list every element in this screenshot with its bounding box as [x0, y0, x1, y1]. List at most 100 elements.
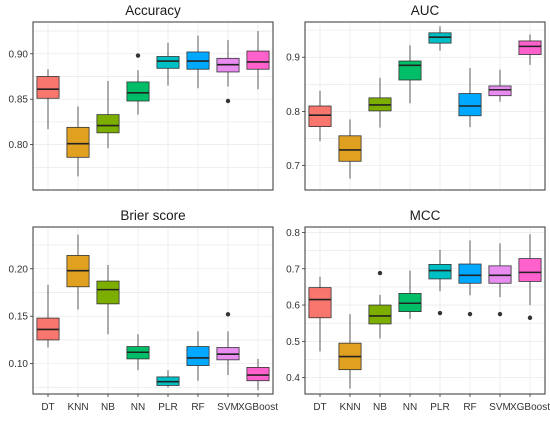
- x-tick-label: DT: [41, 402, 54, 413]
- panel-mcc: MCC 0.4 0.5 0.6 0.7 0.8 DT KNN NB NN PLR RF SVM XGBoo…: [286, 208, 550, 413]
- box-iqr: [186, 346, 210, 366]
- box-plr: [156, 370, 180, 388]
- box-rf: [186, 331, 210, 381]
- x-tick-label: XGBoost: [238, 402, 278, 413]
- x-tick-label: PLR: [158, 402, 177, 413]
- x-tick-label: PLR: [430, 402, 449, 413]
- panel-border: [32, 226, 274, 395]
- box-iqr: [428, 32, 452, 44]
- y-tick-label: 0.20: [9, 264, 29, 275]
- y-tick-label: 0.7: [286, 264, 300, 275]
- box-nn: [398, 270, 422, 319]
- y-tick-label: 0.8: [286, 228, 300, 239]
- x-tick-label: NB: [373, 402, 387, 413]
- box-iqr: [458, 93, 482, 117]
- panel-title: Accuracy: [125, 3, 181, 18]
- y-tick-label: 0.85: [9, 95, 29, 106]
- x-tick-label: SVM: [217, 402, 239, 413]
- panel-brier-score: Brier score 0.10 0.15 0.20 DT KNN NB NN PLR RF SVM…: [9, 208, 279, 413]
- box-iqr: [338, 135, 362, 162]
- box-nb: [368, 77, 392, 128]
- box-xgboost: [246, 31, 270, 90]
- outlier-point: [225, 312, 231, 317]
- box-xgboost: [518, 34, 542, 65]
- outlier-point: [467, 311, 473, 317]
- box-dt: [36, 284, 60, 348]
- y-tick-label: 0.9: [286, 53, 300, 64]
- outlier-point: [527, 315, 533, 320]
- x-tick-label: NB: [101, 402, 115, 413]
- box-dt: [36, 69, 60, 130]
- box-nn: [398, 45, 422, 104]
- outlier-point: [377, 270, 383, 276]
- box-plr: [428, 249, 452, 316]
- box-iqr: [246, 367, 270, 382]
- y-tick-label: 0.6: [286, 301, 300, 312]
- panel-auc: AUC 0.7 0.8 0.9: [286, 3, 546, 191]
- x-tick-label: DT: [313, 402, 326, 413]
- panel-border: [304, 21, 546, 191]
- box-dt: [308, 90, 332, 142]
- box-knn: [66, 234, 90, 310]
- x-tick-label: XGBoost: [510, 402, 550, 413]
- y-tick-label: 0.8: [286, 107, 300, 118]
- x-tick-label: KNN: [339, 402, 360, 413]
- outlier-point: [497, 311, 503, 317]
- y-tick-label: 0.15: [9, 312, 29, 323]
- box-svm: [216, 312, 240, 376]
- panel-border: [32, 21, 274, 191]
- box-nb: [96, 264, 120, 335]
- y-tick-label: 0.5: [286, 337, 300, 348]
- box-iqr: [428, 263, 452, 280]
- box-xgboost: [518, 234, 542, 320]
- box-nb: [96, 81, 120, 149]
- box-rf: [186, 35, 210, 89]
- panel-title: Brier score: [120, 208, 185, 223]
- panel-border: [304, 226, 546, 395]
- box-iqr: [518, 40, 542, 55]
- box-iqr: [126, 81, 150, 102]
- panel-title: AUC: [411, 3, 440, 18]
- box-rf: [458, 240, 482, 317]
- box-iqr: [308, 105, 332, 127]
- box-knn: [338, 119, 362, 179]
- box-dt: [308, 276, 332, 352]
- outlier-point: [135, 53, 141, 58]
- outlier-point: [437, 310, 443, 316]
- box-iqr: [36, 76, 60, 99]
- box-iqr: [488, 85, 512, 97]
- box-knn: [66, 106, 90, 177]
- panel-accuracy: Accuracy 0.80 0.85 0.90: [9, 3, 274, 191]
- box-plr: [156, 42, 180, 86]
- y-tick-label: 0.90: [9, 49, 29, 60]
- box-iqr: [368, 304, 392, 325]
- box-iqr: [398, 60, 422, 81]
- x-tick-label: NN: [131, 402, 145, 413]
- box-rf: [458, 68, 482, 128]
- y-tick-label: 0.7: [286, 161, 300, 172]
- box-xgboost: [246, 358, 270, 391]
- box-plr: [428, 26, 452, 51]
- x-tick-label: RF: [191, 402, 204, 413]
- box-iqr: [96, 114, 120, 134]
- y-tick-label: 0.80: [9, 140, 29, 151]
- y-tick-label: 0.4: [286, 373, 300, 384]
- box-nn: [126, 53, 150, 115]
- box-knn: [338, 314, 362, 389]
- box-svm: [488, 243, 512, 317]
- box-nb: [368, 270, 392, 339]
- box-iqr: [458, 263, 482, 284]
- box-iqr: [66, 126, 90, 158]
- y-tick-label: 0.10: [9, 359, 29, 370]
- box-iqr: [156, 56, 180, 69]
- box-svm: [488, 69, 512, 102]
- box-svm: [216, 40, 240, 104]
- x-tick-label: SVM: [489, 402, 511, 413]
- x-tick-label: RF: [463, 402, 476, 413]
- box-iqr: [96, 280, 120, 305]
- x-tick-label: NN: [403, 402, 417, 413]
- box-nn: [126, 334, 150, 371]
- panel-title: MCC: [410, 208, 441, 223]
